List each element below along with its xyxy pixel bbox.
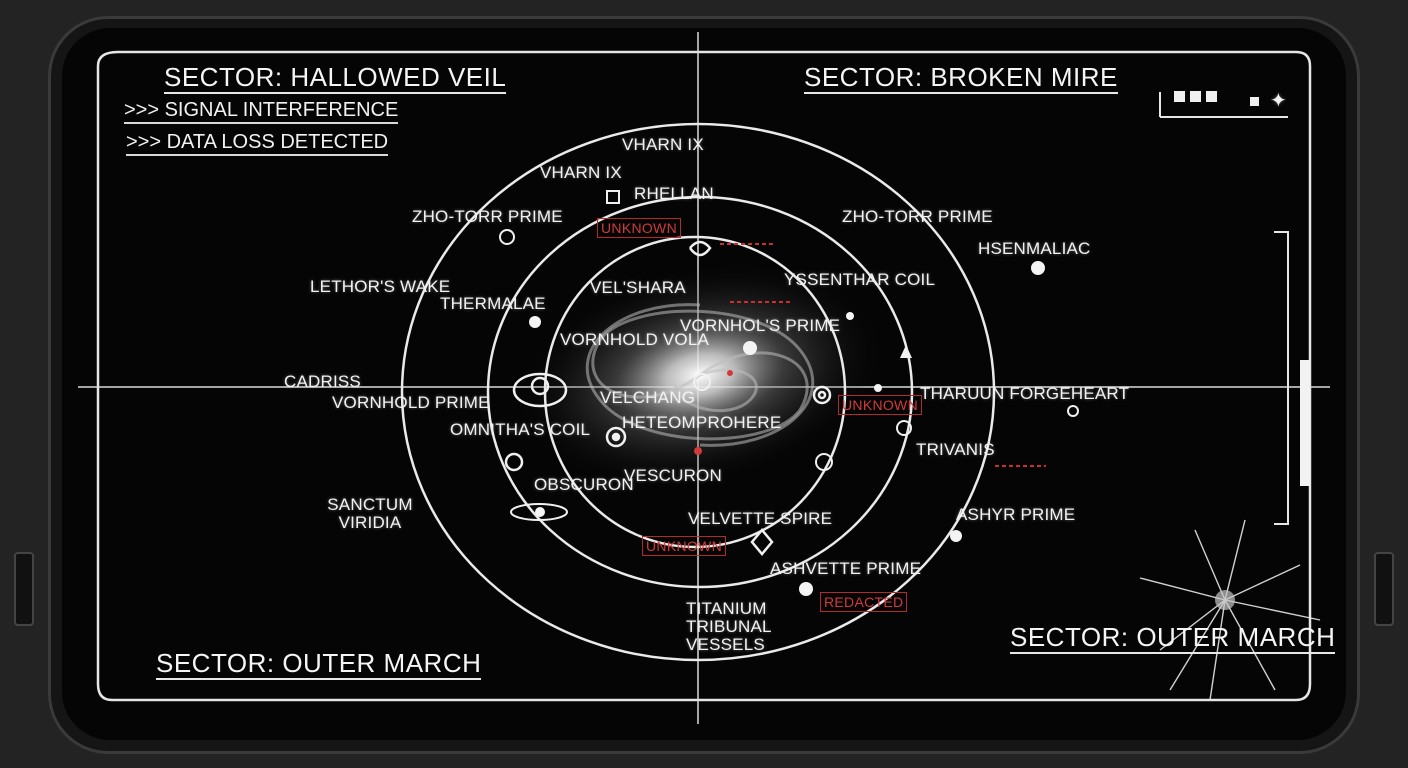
status-indicator — [1190, 91, 1201, 102]
unknown-tag: UNKNOWN — [597, 218, 681, 238]
gear-sigil-icon — [605, 426, 627, 448]
location-label[interactable]: ASHVETTE PRIME — [770, 559, 922, 578]
location-label[interactable]: VELCHANG — [600, 388, 696, 407]
eye-sigil-icon — [512, 372, 568, 408]
location-label[interactable]: ASHYR PRIME — [956, 505, 1076, 524]
planet-obscuron-ring — [510, 503, 568, 521]
status-indicator — [1174, 91, 1185, 102]
location-label[interactable]: CADRISS — [284, 372, 361, 391]
location-label[interactable]: VHARN IX — [540, 163, 622, 182]
burst-sigil-icon — [504, 452, 524, 472]
middle-orbit-ring — [486, 195, 914, 589]
planet-zho-torr-ring — [499, 229, 515, 245]
planet-trivanis-ring — [896, 420, 912, 436]
glyph-sigil-icon — [688, 240, 712, 257]
beacon-red-icon — [694, 447, 702, 455]
cat-sigil-icon — [693, 373, 711, 391]
location-label[interactable]: ZHO-TORR PRIME — [842, 207, 993, 226]
sector-title-top-left: SECTOR: HALLOWED VEIL — [164, 62, 507, 94]
sector-title-bottom-right: SECTOR: OUTER MARCH — [1010, 622, 1336, 654]
location-label[interactable]: TRIVANIS — [916, 440, 995, 459]
location-label[interactable]: VESCURON — [624, 466, 722, 485]
beacon-red-core-icon — [727, 370, 733, 376]
spaceship-icon — [900, 345, 912, 358]
planet-ashyr — [950, 530, 962, 542]
planet-small-right — [874, 384, 882, 392]
rhellan-marker-icon — [606, 190, 620, 204]
galaxy-spiral — [585, 303, 815, 447]
redacted-tag: REDACTED — [820, 592, 908, 612]
planet-vescuron-ring — [815, 453, 833, 471]
status-indicator — [1250, 97, 1259, 106]
alert-data-loss: >>> DATA LOSS DETECTED — [126, 130, 389, 156]
location-label[interactable]: OMNITHA'S COIL — [450, 420, 591, 439]
location-label[interactable]: VORNHOL'S PRIME — [680, 316, 841, 335]
planet-hsenmaliac — [1031, 261, 1045, 275]
left-side-notch — [14, 552, 34, 626]
planet-thermalae — [529, 316, 541, 328]
alert-signal-interference: >>> SIGNAL INTERFERENCE — [124, 98, 399, 124]
location-label[interactable]: TITANIUM TRIBUNAL VESSELS — [686, 599, 772, 654]
location-label[interactable]: ZHO-TORR PRIME — [412, 207, 563, 226]
signal-strength-bar — [1300, 360, 1310, 486]
location-label[interactable]: VHARN IX — [622, 135, 704, 154]
location-label[interactable]: RHELLAN — [634, 184, 714, 203]
planet-vornhols-prime — [743, 341, 757, 355]
planet-ashvette — [799, 582, 813, 596]
unknown-tag: UNKNOWN — [838, 395, 922, 415]
right-side-notch — [1374, 552, 1394, 626]
sector-title-top-right: SECTOR: BROKEN MIRE — [804, 62, 1118, 94]
location-label[interactable]: THARUUN FORGEHEART — [920, 384, 1130, 403]
leaf-sigil-icon — [750, 528, 774, 556]
hud-frame — [96, 50, 1312, 702]
sparkle-icon: ✦ — [1270, 90, 1287, 112]
spiral-sigil-icon — [812, 385, 832, 405]
location-label[interactable]: YSSENTHAR COIL — [784, 270, 936, 289]
location-label[interactable]: THERMALAE — [440, 294, 546, 313]
location-label[interactable]: VELVETTE SPIRE — [688, 509, 833, 528]
right-bracket — [1274, 231, 1289, 525]
planet-ysenthar — [846, 312, 854, 320]
gear-small-icon — [1067, 405, 1079, 417]
sector-title-bottom-left: SECTOR: OUTER MARCH — [156, 648, 482, 680]
location-label[interactable]: VORNHOLD PRIME — [332, 393, 490, 412]
status-indicator — [1206, 91, 1217, 102]
screen-crack — [1139, 519, 1321, 701]
planet-obscuron — [535, 507, 545, 517]
outer-orbit-ring — [400, 122, 996, 662]
location-label[interactable]: HETEOMPROHERE — [622, 413, 782, 432]
location-label[interactable]: SANCTUM VIRIDIA — [327, 495, 413, 532]
location-label[interactable]: LETHOR'S WAKE — [310, 277, 451, 296]
location-label[interactable]: OBSCURON — [534, 475, 634, 494]
location-label[interactable]: HSENMALIAC — [978, 239, 1091, 258]
unknown-tag: UNKNOWN — [642, 536, 726, 556]
location-label[interactable]: VEL'SHARA — [590, 278, 686, 297]
location-label[interactable]: VORNHOLD VOLA — [560, 330, 710, 349]
